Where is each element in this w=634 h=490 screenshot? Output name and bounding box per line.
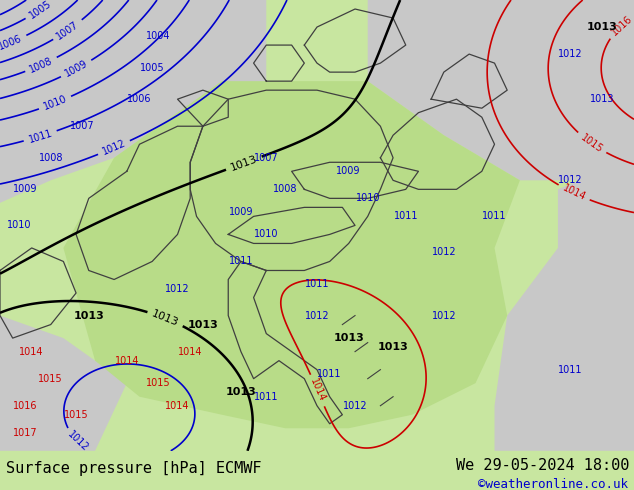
Text: 1012: 1012 [165,284,190,294]
Text: 1012: 1012 [559,49,583,59]
Text: 1013: 1013 [378,342,408,352]
Text: 1013: 1013 [333,333,364,343]
Text: We 29-05-2024 18:00 UTC (12+54): We 29-05-2024 18:00 UTC (12+54) [456,457,634,472]
Text: 1016: 1016 [609,14,634,38]
Text: 1013: 1013 [229,154,259,172]
Text: 1014: 1014 [115,356,139,366]
Text: 1007: 1007 [70,121,94,131]
Text: 1012: 1012 [101,138,127,157]
Text: 1005: 1005 [27,0,53,21]
Text: 1015: 1015 [39,374,63,384]
Polygon shape [0,0,266,203]
Text: 1011: 1011 [229,256,253,267]
Text: 1009: 1009 [229,207,253,217]
Text: 1010: 1010 [254,229,278,240]
Text: 1009: 1009 [337,166,361,176]
Text: 1011: 1011 [305,279,329,289]
Text: 1012: 1012 [66,430,91,454]
Text: 1008: 1008 [39,153,63,163]
Text: Surface pressure [hPa] ECMWF: Surface pressure [hPa] ECMWF [6,461,262,476]
Text: 1012: 1012 [432,247,456,257]
Text: 1011: 1011 [482,211,507,221]
Polygon shape [63,81,520,428]
Text: 1005: 1005 [140,63,164,73]
Text: 1012: 1012 [305,311,329,320]
Text: 1016: 1016 [13,401,37,411]
Text: 1012: 1012 [343,401,367,411]
Text: 1015: 1015 [64,410,88,420]
Text: 1013: 1013 [188,319,218,330]
Text: 1014: 1014 [308,377,327,404]
Text: 1013: 1013 [587,22,618,32]
Text: ©weatheronline.co.uk: ©weatheronline.co.uk [477,478,628,490]
Text: 1013: 1013 [74,311,104,320]
Text: 1010: 1010 [356,194,380,203]
Text: 1008: 1008 [273,184,297,195]
Text: 1011: 1011 [318,369,342,379]
Text: 1009: 1009 [63,59,89,79]
Text: 1010: 1010 [42,94,68,112]
Text: 1008: 1008 [28,55,55,74]
Text: 1004: 1004 [146,31,171,41]
Text: 1013: 1013 [590,94,614,104]
Polygon shape [368,0,634,180]
Text: 1014: 1014 [20,346,44,357]
Text: 1009: 1009 [13,184,37,195]
Text: 1011: 1011 [559,365,583,375]
Text: 1014: 1014 [560,183,587,203]
Text: 1007: 1007 [55,19,81,41]
Text: 1007: 1007 [254,153,278,163]
Text: 1017: 1017 [13,428,37,438]
Text: 1006: 1006 [0,33,24,51]
Text: 1015: 1015 [579,132,605,155]
Text: 1011: 1011 [394,211,418,221]
Text: 1006: 1006 [127,94,152,104]
Text: 1013: 1013 [150,309,180,328]
Polygon shape [495,158,634,451]
Text: 1015: 1015 [146,378,171,388]
Text: 1014: 1014 [165,401,190,411]
Polygon shape [0,316,127,451]
Text: 1012: 1012 [432,311,456,320]
Text: 1014: 1014 [178,346,202,357]
Text: 1011: 1011 [27,128,53,145]
Text: 1011: 1011 [254,392,278,402]
Text: 1012: 1012 [559,175,583,185]
Text: 1013: 1013 [226,387,256,397]
Text: 1010: 1010 [7,220,31,230]
